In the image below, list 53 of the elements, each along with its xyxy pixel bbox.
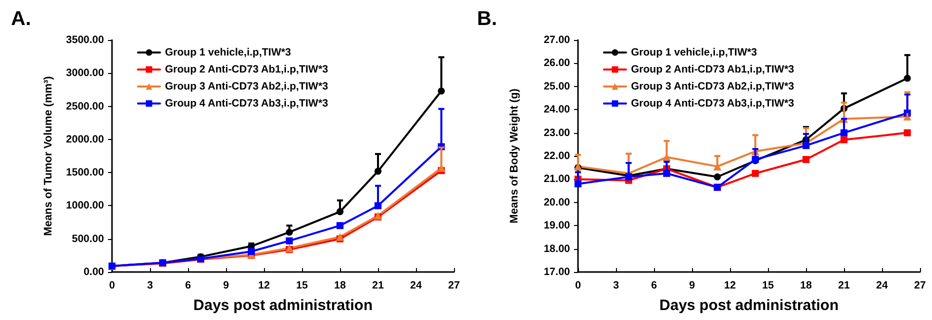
legend-label: Group 2 Anti-CD73 Ab1,i.p,TIW*3 [165, 64, 328, 76]
y-tick-label: 26.00 [544, 57, 570, 70]
y-tick-label: 23.00 [544, 126, 570, 139]
x-tick-label: 18 [334, 280, 346, 292]
chart-title: B. [477, 8, 497, 30]
y-tick-label: 19.00 [544, 220, 570, 232]
x-tick-label: 15 [296, 280, 308, 292]
x-tick-label: 3 [147, 280, 154, 292]
y-tick-label: 22.00 [544, 150, 570, 162]
x-tick-label: 21 [838, 280, 850, 292]
y-tick-label: 500.00 [72, 232, 104, 245]
x-tick-label: 9 [223, 280, 230, 292]
y-axis-title: Means of Tumor Volume (mm³) [42, 76, 54, 236]
x-tick-label: 0 [109, 280, 116, 292]
y-tick-label: 18.00 [544, 242, 570, 255]
x-axis-title: Days post administration [659, 297, 839, 314]
legend-label: Group 4 Anti-CD73 Ab3,i.p,TIW*3 [631, 98, 794, 110]
legend-label: Group 1 vehicle,i.p,TIW*3 [631, 46, 758, 58]
legend-label: Group 3 Anti-CD73 Ab2,i.p,TIW*3 [165, 80, 328, 92]
y-tick-label: 2500.00 [66, 100, 104, 112]
x-tick-label: 21 [372, 280, 384, 292]
y-tick-label: 1500.00 [66, 166, 104, 179]
y-tick-label: 17.00 [544, 266, 570, 278]
x-tick-label: 24 [410, 280, 422, 292]
y-tick-label: 25.00 [544, 80, 570, 92]
y-axis-title: Means of Body Weight (g) [508, 88, 520, 224]
legend-label: Group 4 Anti-CD73 Ab3,i.p,TIW*3 [165, 98, 328, 110]
y-tick-label: 1000.00 [66, 200, 104, 212]
y-tick-label: 27.00 [544, 34, 570, 46]
x-tick-label: 27 [914, 280, 926, 292]
y-tick-label: 20.00 [544, 196, 570, 208]
x-tick-label: 12 [258, 280, 270, 292]
x-axis-title: Days post administration [193, 297, 373, 314]
x-tick-label: 0 [575, 280, 582, 292]
y-tick-label: 21.00 [544, 173, 570, 186]
chart-title: A. [11, 8, 31, 30]
x-tick-label: 27 [448, 280, 460, 292]
x-tick-label: 12 [724, 280, 736, 292]
x-tick-label: 6 [185, 280, 192, 292]
legend-label: Group 3 Anti-CD73 Ab2,i.p,TIW*3 [631, 80, 794, 92]
legend-label: Group 1 vehicle,i.p,TIW*3 [165, 46, 292, 58]
x-tick-label: 9 [689, 280, 696, 292]
x-tick-label: 15 [762, 280, 774, 292]
y-tick-label: 2000.00 [66, 133, 104, 146]
y-tick-label: 0.00 [84, 266, 104, 278]
y-tick-label: 24.00 [544, 104, 570, 116]
y-tick-label: 3000.00 [66, 67, 104, 80]
x-tick-label: 3 [613, 280, 620, 292]
legend-label: Group 2 Anti-CD73 Ab1,i.p,TIW*3 [631, 64, 794, 76]
x-tick-label: 6 [651, 280, 658, 292]
y-tick-label: 3500.00 [66, 34, 104, 46]
x-tick-label: 24 [876, 280, 888, 292]
x-tick-label: 18 [800, 280, 812, 292]
